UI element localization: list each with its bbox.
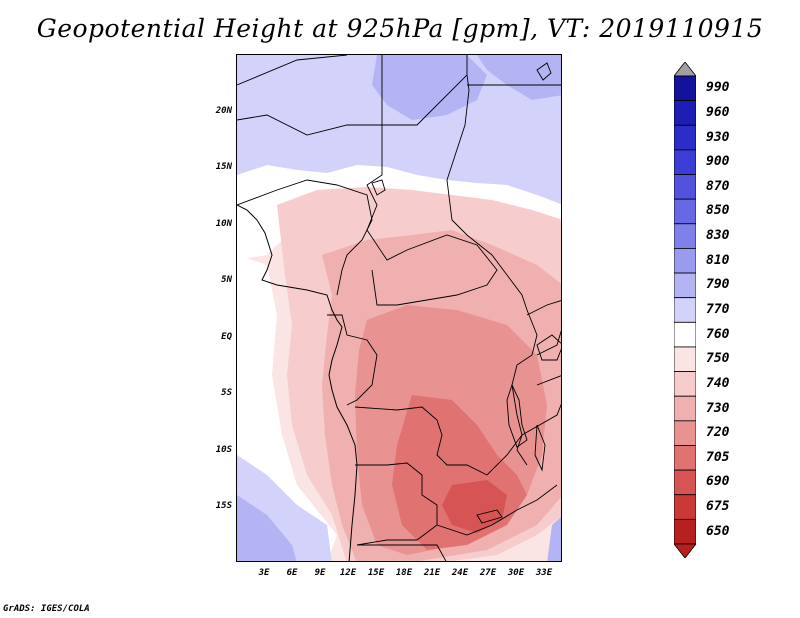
colorbar <box>674 62 696 558</box>
colorbar-segment <box>674 518 696 545</box>
colorbar-label: 930 <box>706 129 730 145</box>
colorbar-segment <box>674 223 696 249</box>
map-panel <box>236 54 562 562</box>
colorbar-label: 870 <box>706 178 730 194</box>
lon-label: 21E <box>423 568 441 578</box>
colorbar-label: 770 <box>706 302 730 317</box>
lake-tanganyika <box>506 383 528 448</box>
lat-label: 10S <box>215 445 232 455</box>
border-car <box>366 229 498 306</box>
colorbar-segment <box>674 346 696 372</box>
colorbar-label: 720 <box>706 425 730 441</box>
lon-label: 18E <box>395 568 413 578</box>
field-contour-790-north <box>372 55 487 120</box>
lon-label: 33E <box>535 568 553 578</box>
lon-label: 24E <box>451 568 469 578</box>
colorbar-label: 760 <box>706 326 730 342</box>
chart-title: Geopotential Height at 925hPa [gpm], VT:… <box>36 14 764 43</box>
lon-label: 9E <box>314 568 326 578</box>
colorbar-segment <box>674 124 696 151</box>
lon-label: 6E <box>286 568 298 578</box>
colorbar-label: 730 <box>706 400 730 416</box>
credit-text: GrADS: IGES/COLA <box>3 604 90 614</box>
border-angola-zambia <box>355 462 438 546</box>
colorbar-segment <box>674 149 696 175</box>
field-contour-760-north <box>237 165 561 225</box>
border-drc-angola <box>354 406 523 476</box>
colorbar-segment <box>674 297 696 323</box>
colorbar-segment <box>674 420 696 446</box>
lake-chad <box>371 179 386 196</box>
colorbar-label: 900 <box>706 154 730 170</box>
colorbar-label: 740 <box>706 375 730 391</box>
lat-label: 10N <box>215 219 232 229</box>
lake-nasser <box>536 62 552 81</box>
colorbar-segment <box>674 272 696 299</box>
map-svg <box>237 55 561 561</box>
colorbar-segment <box>674 198 696 225</box>
colorbar-segment <box>674 75 696 102</box>
colorbar-label: 690 <box>706 474 730 490</box>
colorbar-top-triangle <box>674 62 696 77</box>
colorbar-label: 990 <box>706 80 730 96</box>
colorbar-segment <box>674 371 696 397</box>
border-east-africa <box>521 300 561 436</box>
coastline <box>237 204 358 561</box>
lat-label: EQ <box>221 332 232 342</box>
lon-label: 3E <box>258 568 270 578</box>
lat-label: 5N <box>221 275 232 285</box>
lake-kariba <box>476 509 503 524</box>
field-contour-790-southeast <box>547 516 561 561</box>
lat-label: 15S <box>215 501 232 511</box>
lake-victoria <box>536 334 561 361</box>
colorbar-segment <box>674 395 696 422</box>
colorbar-label: 650 <box>706 523 730 539</box>
colorbar-segment <box>674 445 696 471</box>
border-congo-gabon <box>327 314 378 406</box>
colorbar-segment <box>674 321 696 348</box>
lon-label: 27E <box>479 568 497 578</box>
colorbar-segment <box>674 469 696 496</box>
colorbar-label: 810 <box>706 252 730 268</box>
colorbar-bottom-triangle <box>674 543 696 558</box>
field-contour-790-southwest <box>237 495 297 561</box>
lon-label: 12E <box>339 568 357 578</box>
colorbar-label: 675 <box>706 499 730 515</box>
lon-label: 30E <box>507 568 525 578</box>
colorbar-segment <box>674 100 696 126</box>
colorbar-segment <box>674 174 696 200</box>
border-zambia-south <box>436 484 558 536</box>
colorbar-segment <box>674 248 696 274</box>
lon-label: 15E <box>367 568 385 578</box>
field-contour-705-core <box>442 480 507 533</box>
lat-label: 15N <box>215 162 232 172</box>
field-contour-790-northeast <box>477 55 561 100</box>
colorbar-label: 850 <box>706 203 730 219</box>
colorbar-label: 750 <box>706 351 730 367</box>
border-niger-chad <box>237 114 383 231</box>
border-sudan-chad <box>446 74 508 276</box>
lat-label: 20N <box>215 106 232 116</box>
border-libya-sudan <box>237 55 468 126</box>
colorbar-label: 705 <box>706 449 730 465</box>
border-namibia-botswana <box>357 544 447 561</box>
colorbar-label: 830 <box>706 228 730 244</box>
colorbar-label: 790 <box>706 277 730 293</box>
colorbar-segment <box>674 494 696 520</box>
lat-label: 5S <box>221 388 232 398</box>
border-drc-east <box>506 274 538 466</box>
colorbar-label: 960 <box>706 104 730 120</box>
border-nigeria-cameroon <box>237 179 373 296</box>
lake-malawi <box>534 424 546 472</box>
